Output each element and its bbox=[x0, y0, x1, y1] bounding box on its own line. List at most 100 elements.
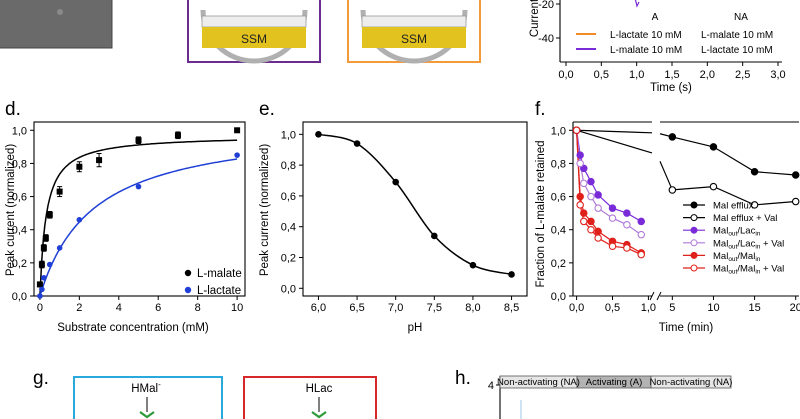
panel-d-ticks: 0 2 4 6 8 10 0,0 0,2 0,4 0,6 0,8 1,0 bbox=[12, 125, 244, 314]
panel-e-ticks: 6,0 6,5 7,0 7,5 8,0 8,5 0,0 0,2 0,4 0,6 0,8 1,0 bbox=[281, 129, 519, 314]
panel-f-point bbox=[587, 177, 595, 186]
panel-d-point-malate bbox=[174, 132, 181, 139]
panel-f-axis-break bbox=[656, 291, 662, 301]
panel-f-point bbox=[637, 230, 645, 239]
panel-d-point-lactate bbox=[46, 261, 53, 268]
panel-f-legend-label-sub: out bbox=[728, 256, 737, 263]
panel-d-ytick-label: 0,2 bbox=[12, 258, 27, 270]
panel-d-legend-malate: L-malate bbox=[197, 268, 242, 280]
panel-f-legend-label-sub: in bbox=[755, 269, 760, 276]
panel-e-point bbox=[315, 131, 322, 138]
microscope-image bbox=[0, 0, 113, 49]
panel-c-row2-na: L-lactate 10 mM bbox=[701, 45, 773, 56]
panel-f-legend-label-part: Mal bbox=[713, 226, 728, 237]
panel-d-xlabel: Substrate concentration (mM) bbox=[57, 322, 209, 334]
panel-e-xtick-label: 8,0 bbox=[465, 302, 480, 314]
panel-f-legend-label-sub: in bbox=[755, 231, 760, 238]
panel-e-point bbox=[508, 271, 515, 278]
panel-f-legend-marker bbox=[690, 201, 698, 209]
panel-d-ytick-label: 0,4 bbox=[12, 225, 27, 237]
panel-g-label: g. bbox=[33, 368, 49, 389]
panel-d-fit-lactate bbox=[39, 158, 238, 297]
panel-e-ytick-label: 0,2 bbox=[281, 253, 296, 265]
panel-f-point bbox=[750, 201, 759, 209]
panel-f-lines bbox=[576, 129, 796, 256]
panel-f-point bbox=[594, 191, 602, 199]
panel-f-point bbox=[709, 143, 718, 151]
panel-f-point bbox=[623, 220, 631, 229]
panel-g-box-left bbox=[73, 376, 223, 419]
panel-d-fit-malate bbox=[39, 139, 238, 297]
panel-g-left-title: HMal- bbox=[131, 380, 161, 395]
panel-f-point bbox=[576, 192, 584, 201]
panel-f-legend-label-part: Mal bbox=[713, 238, 728, 249]
panel-d-xtick-label: 4 bbox=[116, 302, 122, 314]
panel-e-xlabel: pH bbox=[408, 322, 423, 334]
panel-e: e. Peak current (normalized) 6,0 6,5 7,0 7,… bbox=[259, 99, 528, 334]
panel-c-row1-a: L-lactate 10 mM bbox=[610, 30, 682, 41]
panel-f-point bbox=[668, 133, 677, 141]
microscope-spot bbox=[57, 9, 63, 15]
panel-d-point-lactate bbox=[135, 183, 142, 190]
panel-f-point bbox=[637, 250, 645, 259]
panel-d-frame bbox=[33, 121, 246, 297]
panel-e-ytick-label: 0,8 bbox=[281, 160, 296, 172]
panel-f-point bbox=[580, 209, 588, 217]
panel-d-legend-marker-lactate bbox=[184, 286, 192, 294]
panel-e-ytick-label: 1,0 bbox=[281, 129, 296, 141]
panel-f-legend-label-part: /Lac bbox=[737, 238, 755, 249]
panel-f-ytick-label: 0,2 bbox=[551, 258, 566, 270]
panel-e-line bbox=[318, 133, 512, 276]
panel-f-ytick-label: 0,4 bbox=[551, 225, 566, 237]
top-strip: SSM SSM Current -20 -40 0,0 0,5 1,0 1,5 2,0 2… bbox=[0, 0, 786, 94]
panel-c-ytick-label: -40 bbox=[538, 33, 554, 45]
panel-c-trace bbox=[634, 0, 640, 8]
panel-d-point-malate bbox=[36, 281, 43, 288]
panel-d-ytick-label: 1,0 bbox=[12, 125, 27, 137]
panel-f-point bbox=[709, 182, 718, 191]
panel-c-xtick-label: 1,0 bbox=[629, 69, 644, 81]
panel-f-legend-label-part: + Val bbox=[760, 238, 784, 249]
panel-f-point bbox=[576, 151, 584, 159]
panel-f-legend-label-part: + Val bbox=[760, 264, 784, 275]
panel-d: d. Peak current (normalized) 0 2 4 6 8 100,00… bbox=[5, 99, 246, 334]
ssm-label-right: SSM bbox=[401, 32, 427, 46]
panel-e-point bbox=[469, 261, 477, 269]
panel-d-xtick-label: 0 bbox=[37, 302, 43, 314]
panel-d-xtick-label: 10 bbox=[231, 302, 243, 314]
panel-e-xtick-label: 8,5 bbox=[504, 302, 519, 314]
panel-f-legend-label-part: Mal bbox=[713, 251, 728, 262]
ssm-sensor-left bbox=[202, 27, 306, 48]
panel-f-point bbox=[587, 225, 595, 234]
panel-f-label: f. bbox=[535, 99, 546, 120]
panel-e-label: e. bbox=[259, 99, 275, 120]
phase-na-1-label: Non-activating (NA) bbox=[497, 377, 580, 388]
panel-f-legend-marker bbox=[690, 226, 698, 234]
panel-f-legend-label-part: /Mal bbox=[737, 264, 755, 275]
panel-c-xlabel: Time (s) bbox=[650, 82, 692, 94]
panel-f-legend-label: Mal efflux + Val bbox=[713, 213, 777, 224]
panel-c-xticks: 0,0 0,5 1,0 1,5 2,0 2,5 3,0 bbox=[558, 62, 786, 81]
panel-f-point bbox=[623, 244, 631, 252]
panel-f-axis-break bbox=[649, 291, 655, 301]
panel-f-point bbox=[750, 167, 759, 176]
panel-f-ytick-label: 0,0 bbox=[551, 291, 566, 303]
panel-f-point bbox=[594, 227, 602, 236]
panel-f-legend-label-part: /Lac bbox=[737, 226, 755, 237]
panel-f-point bbox=[580, 164, 588, 173]
phase-a-label: Activating (A) bbox=[586, 377, 643, 388]
ssm-sensor-right bbox=[362, 27, 466, 48]
panel-f-line bbox=[576, 129, 653, 154]
panel-e-point bbox=[392, 178, 399, 186]
bottom-strip: g. HMal- HLac h. 4 Non-activating (NA) A… bbox=[33, 368, 732, 419]
panel-f-legend-marker bbox=[690, 214, 698, 222]
membrane-layer-left bbox=[201, 15, 307, 28]
panel-e-curve bbox=[318, 133, 512, 276]
panel-f-point bbox=[608, 242, 617, 251]
panel-f-legend-label-sub: out bbox=[728, 231, 737, 238]
panel-d-point-malate bbox=[42, 235, 49, 241]
panel-e-frame bbox=[302, 121, 528, 297]
panel-c-ytick-label: -20 bbox=[538, 0, 554, 11]
